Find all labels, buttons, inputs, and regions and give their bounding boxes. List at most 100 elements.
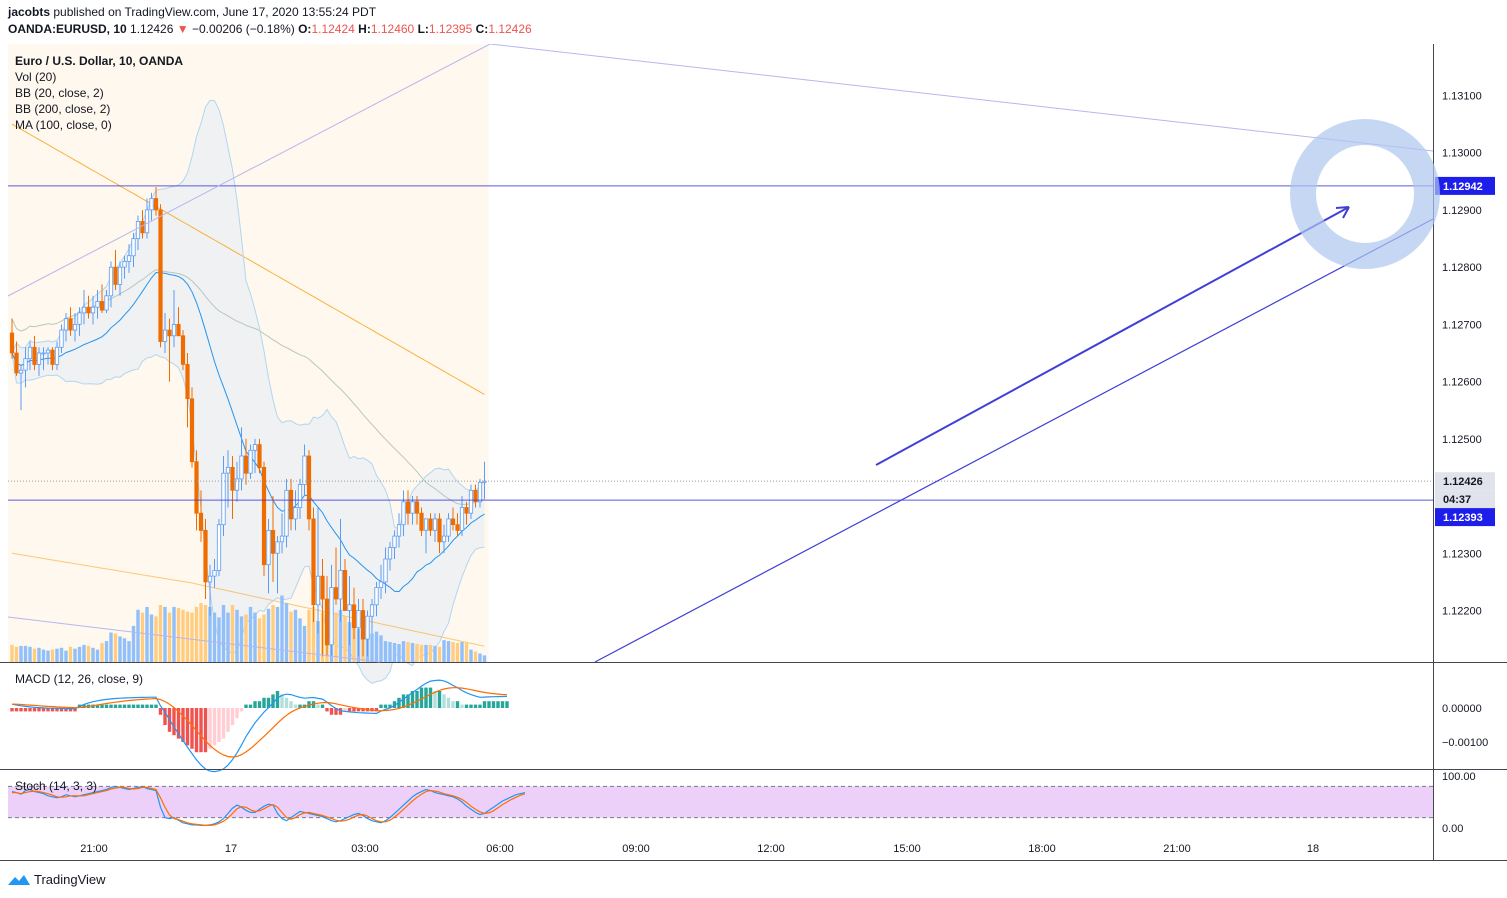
annotations [7, 44, 1440, 663]
ohlc-line: OANDA:EURUSD, 10 1.12426 ▼ −0.00206 (−0.… [8, 22, 532, 36]
candle-body [387, 547, 393, 560]
volume-bar [442, 640, 446, 662]
macd-histogram-bar [325, 708, 329, 712]
volume-bar [262, 614, 266, 662]
ma100-line [11, 269, 485, 505]
macd-histogram-bar [95, 704, 100, 708]
open-label: O: [298, 22, 312, 36]
macd-histogram-bar [446, 697, 451, 708]
volume-bar [455, 643, 460, 662]
volume-bar [221, 605, 226, 662]
stoch-pane[interactable]: Stoch (14, 3, 3) [8, 779, 1433, 826]
macd-histogram-bar [482, 701, 487, 708]
volume-bar [311, 606, 316, 662]
candle-body [261, 466, 267, 566]
volume-bar [469, 649, 473, 662]
volume-bar [59, 647, 64, 663]
bb20-upper-line [11, 99, 485, 530]
volume-bar [388, 642, 392, 662]
candle-body [90, 306, 96, 314]
macd-histogram-bar [28, 708, 32, 712]
macd-pane[interactable]: MACD (12, 26, close, 9) [10, 672, 509, 773]
volume-bar [397, 644, 401, 663]
macd-histogram-bar [230, 708, 235, 725]
volume-bar [307, 609, 311, 663]
macd-histogram-bar [437, 691, 442, 708]
publisher-name[interactable]: jacobts [8, 5, 51, 19]
candle-body [41, 352, 46, 355]
macd-histogram-bar [158, 708, 163, 715]
macd-histogram-bar [248, 704, 253, 708]
volume-bar [464, 643, 469, 662]
upper-trend-line [489, 44, 1434, 152]
macd-histogram-bar [100, 704, 104, 708]
candle-body [329, 587, 334, 646]
volume-bar [415, 644, 419, 663]
price-pane[interactable] [8, 44, 1433, 684]
macd-histogram-bar [361, 708, 365, 712]
macd-histogram-bar [104, 704, 109, 708]
volume-bar [167, 612, 172, 662]
volume-bar [406, 642, 410, 662]
candle-body [104, 295, 109, 311]
candle-body [320, 575, 325, 600]
rising-trend-line [594, 218, 1434, 663]
candle-body [162, 329, 168, 342]
macd-histogram-bar [253, 701, 257, 708]
macd-histogram-bar [266, 697, 271, 708]
chart-canvas[interactable]: MACD (12, 26, close, 9) Stoch (14, 3, 3)… [0, 44, 1507, 862]
macd-histogram-bar [275, 691, 280, 708]
tradingview-brand[interactable]: TradingView [8, 872, 106, 887]
last-price: 1.12426 [130, 22, 174, 36]
macd-histogram-bar [343, 708, 347, 712]
candle-body [144, 209, 150, 234]
candle-body [135, 220, 141, 239]
price-tick-label: 1.12600 [1442, 377, 1482, 389]
time-tick-label: 15:00 [893, 843, 921, 855]
candle-body [32, 346, 37, 365]
volume-bar [293, 609, 298, 663]
volume-bar [410, 643, 415, 662]
legend-title[interactable]: Euro / U.S. Dollar, 10, OANDA [15, 54, 184, 68]
macd-histogram-bar [392, 701, 397, 708]
volume-bar [100, 643, 104, 662]
volume-bar [140, 612, 145, 662]
volume-bar [239, 616, 244, 662]
candle-body [140, 220, 145, 234]
candle-body [324, 598, 330, 646]
volume-bar [163, 606, 167, 662]
candle-body [374, 587, 379, 606]
candle-body [36, 352, 42, 365]
price-tick-label: 1.13000 [1442, 148, 1482, 160]
legend-bb20[interactable]: BB (20, close, 2) [15, 86, 104, 100]
volume-bar [41, 649, 46, 662]
candle-body [234, 478, 240, 491]
time-tick-label: 09:00 [622, 843, 650, 855]
volume-bar [289, 611, 293, 662]
bb200-lower-line [11, 552, 485, 647]
volume-bar [392, 643, 397, 662]
candle-body [68, 318, 73, 331]
legend-volume[interactable]: Vol (20) [15, 70, 57, 84]
legend-bb200[interactable]: BB (200, close, 2) [15, 102, 111, 116]
volume-bar [32, 648, 37, 662]
legend-ma[interactable]: MA (100, close, 0) [15, 118, 112, 132]
macd-histogram-bar [217, 708, 221, 742]
volume-bar [451, 642, 455, 662]
volume-bar [253, 612, 257, 662]
candle-body [216, 524, 222, 571]
candle-body [108, 266, 114, 297]
macd-histogram-bar [221, 708, 226, 739]
volume-bar [460, 642, 464, 662]
candle-body [293, 507, 298, 520]
candle-body [189, 398, 195, 463]
macd-histogram-bar [59, 708, 64, 712]
candle-body [149, 198, 154, 211]
macd-histogram-bar [172, 708, 176, 736]
candle-body [428, 518, 433, 531]
volume-bar [302, 625, 307, 662]
footer: TradingView [0, 862, 1507, 898]
candle-body [99, 301, 105, 311]
macd-histogram-bar [140, 704, 145, 708]
macd-histogram-bar [496, 701, 500, 708]
